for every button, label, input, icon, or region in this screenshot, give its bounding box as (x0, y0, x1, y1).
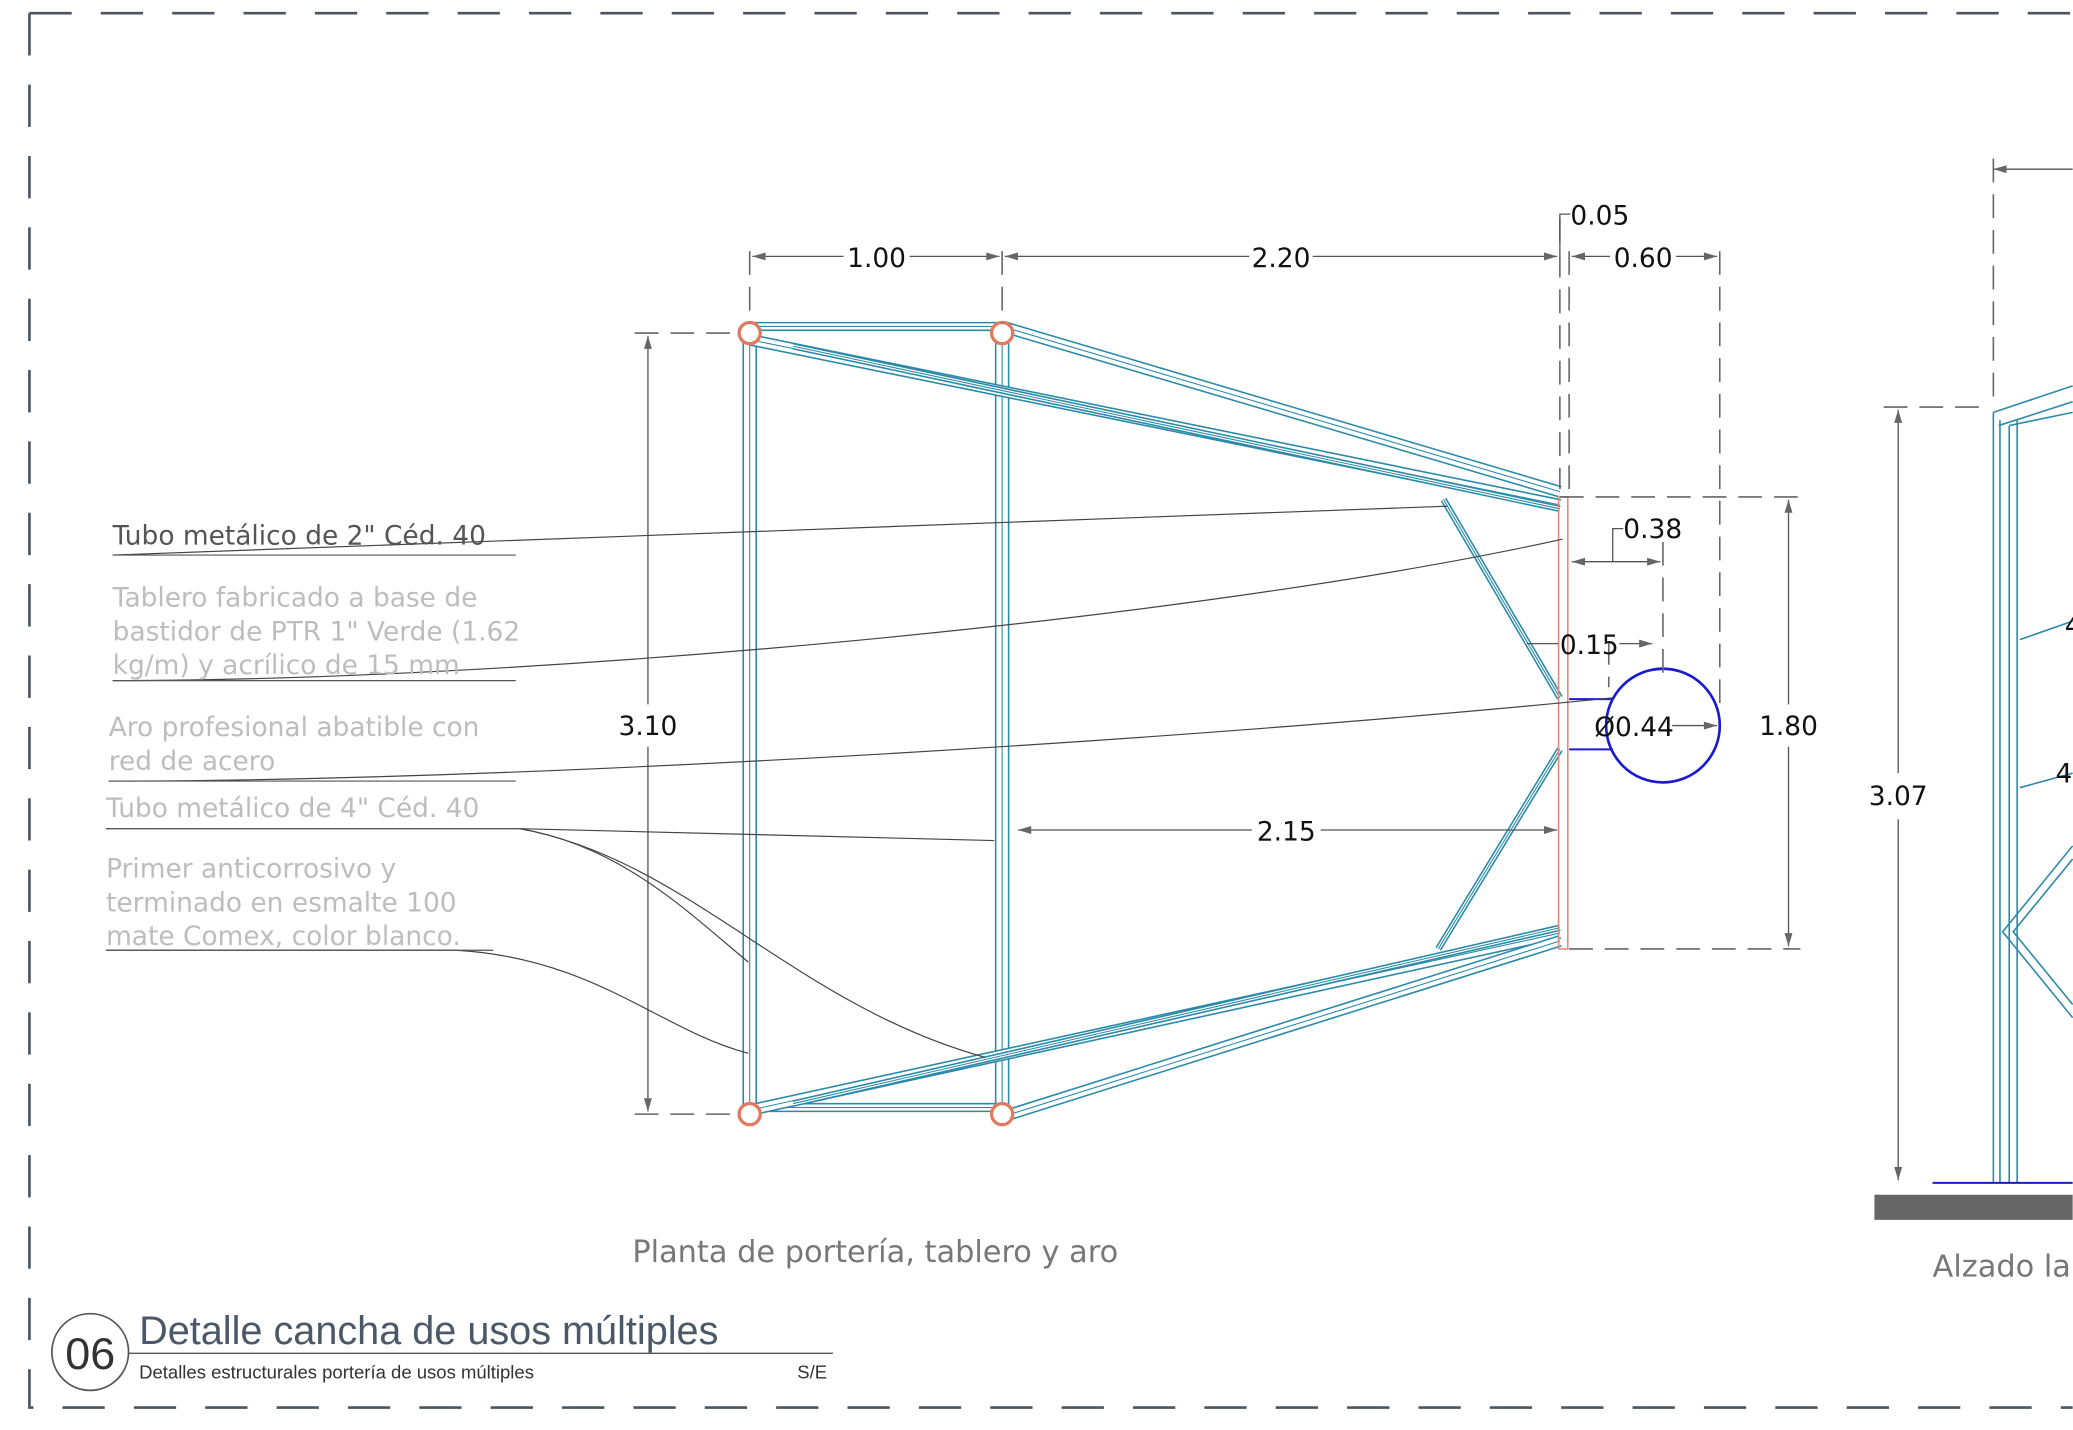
dim-text: 0.38 (1623, 514, 1682, 545)
title-badge (51, 1312, 130, 1392)
elevation-truss (1992, 385, 2073, 1183)
tube-axis (793, 345, 1560, 510)
annotations: Tubo metálico de 2" Céd. 40 Tablero fabri… (105, 521, 520, 952)
annotation-text: terminado en esmalte 100 (106, 887, 457, 918)
dim-text: Ø0.44 (1594, 712, 1674, 743)
joints (737, 320, 1015, 1127)
annotation-text: Tubo metálico de 4" Céd. 40 (105, 793, 479, 824)
dim-text: 0.05 (1570, 201, 1629, 232)
tube-axis (1001, 325, 1561, 493)
annotation-text: mate Comex, color blanco. (106, 921, 461, 952)
tube-axis (1001, 940, 1561, 1118)
backboard (1557, 496, 1569, 950)
dim-text: 1.80 (1759, 711, 1818, 742)
tube-axis (1437, 749, 1561, 950)
annotation-text: kg/m) y acrílico de 15 mm (113, 650, 460, 681)
dim-text: 3.07 (1869, 781, 1928, 812)
annotation-underlines (106, 554, 520, 951)
dim-text: 1.00 (847, 243, 906, 274)
extension-lines (634, 218, 1801, 1115)
dim-text: 2.20 (1252, 243, 1311, 274)
dim-text: 2.15 (1257, 817, 1316, 848)
tube-axis (1443, 499, 1561, 699)
elevation-caption: Alzado la (1933, 1250, 2071, 1285)
annotation-text: red de acero (109, 746, 276, 777)
dim-text: 0.60 (1614, 243, 1673, 274)
partial-label: 4 (2065, 610, 2073, 641)
title: Detalle cancha de usos múltiples (139, 1309, 718, 1353)
partial-label: 4 (2055, 758, 2072, 789)
subtitle: Detalles estructurales portería de usos … (139, 1361, 534, 1382)
annotation-text: Primer anticorrosivo y (106, 854, 396, 885)
annotation-text: Tubo metálico de 2" Céd. 40 (112, 521, 486, 552)
annotation-text: Aro profesional abatible con (109, 712, 480, 743)
title-number: 06 (65, 1328, 115, 1379)
dimension-lines (648, 165, 2073, 1180)
tube-axis (793, 927, 1560, 1105)
ground-slab (1874, 1194, 2073, 1220)
elevation-extensions (1883, 158, 1995, 408)
scale: S/E (797, 1361, 827, 1382)
plan-caption: Planta de portería, tablero y aro (632, 1235, 1118, 1270)
annotation-text: Tablero fabricado a base de (112, 583, 478, 614)
dim-text: 0.15 (1560, 630, 1619, 661)
truss (742, 320, 1563, 1123)
sheet-border (28, 11, 2073, 1409)
dim-text: 3.10 (619, 711, 678, 742)
annotation-text: bastidor de PTR 1" Verde (1.62 (113, 616, 521, 647)
